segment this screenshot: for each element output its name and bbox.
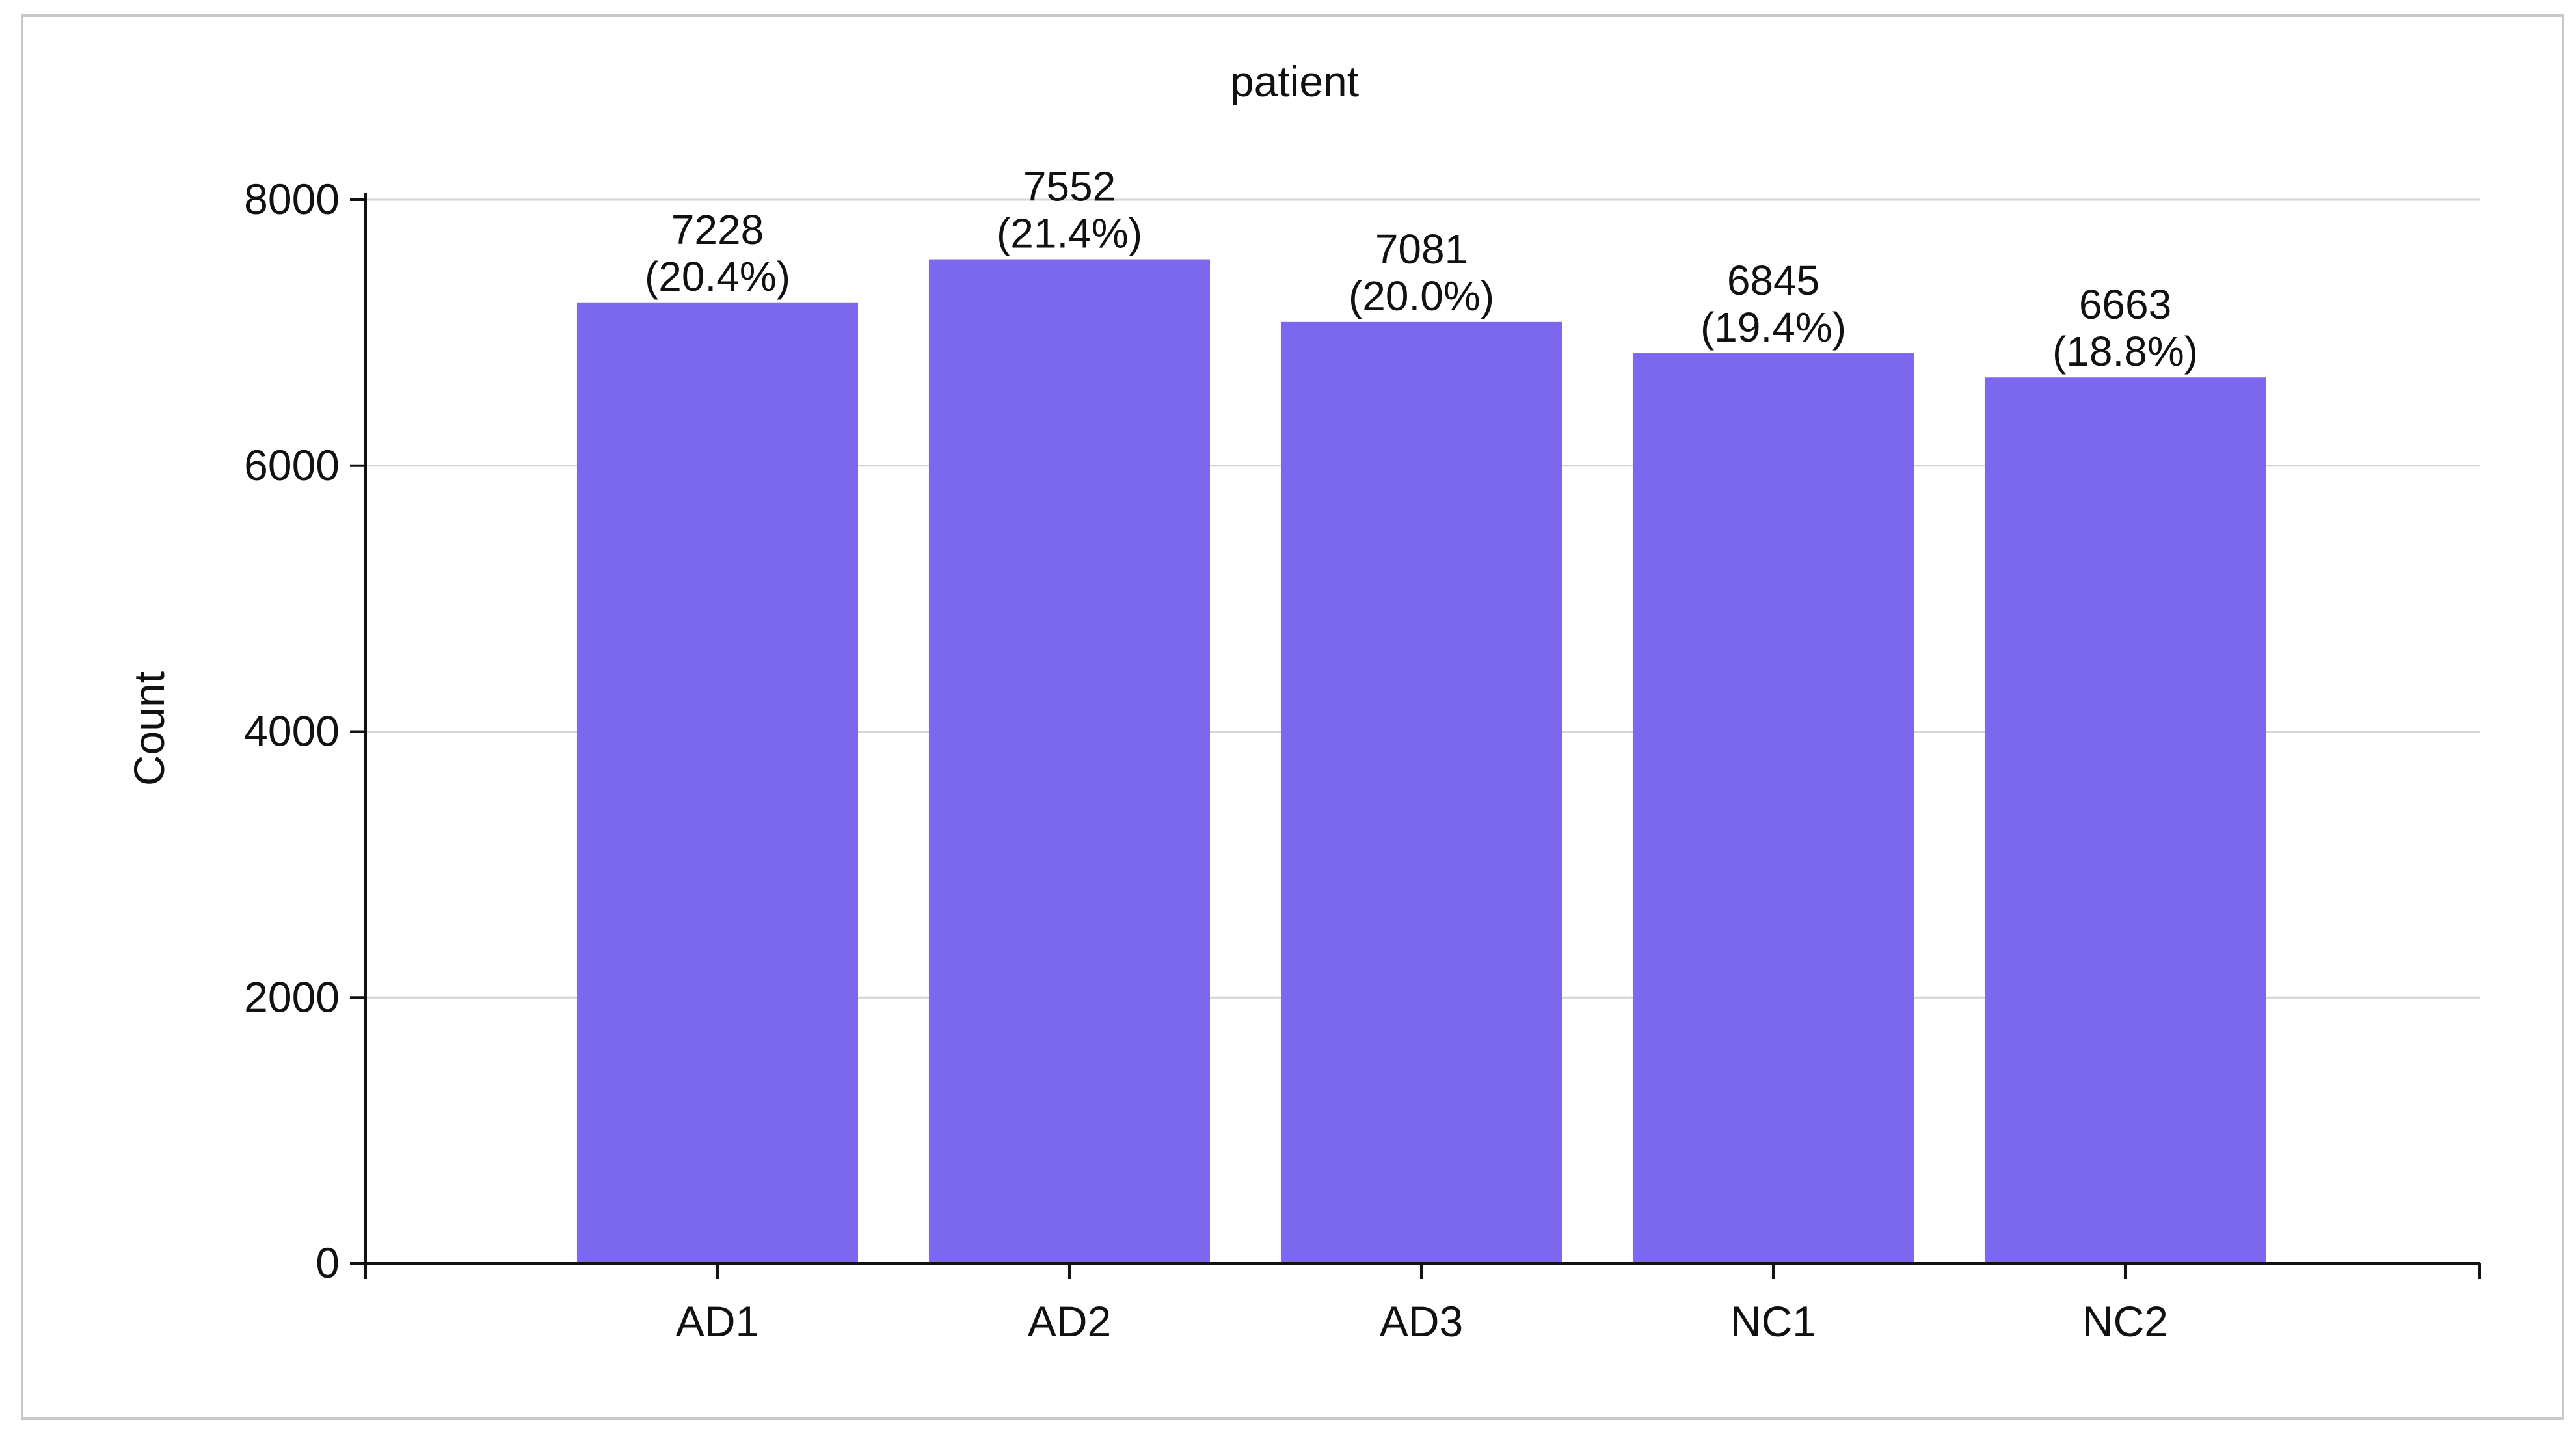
x-tick-label: AD3 — [1380, 1297, 1463, 1345]
y-tick-label: 4000 — [244, 707, 340, 755]
bars — [577, 259, 2266, 1264]
y-tick-label: 2000 — [244, 973, 340, 1021]
bar-value-label: 7081 — [1375, 226, 1468, 273]
chart-title: patient — [1230, 57, 1359, 105]
bar-value-label: 7228 — [671, 206, 764, 253]
y-tick-label: 0 — [315, 1239, 340, 1287]
bar-value-label: 6845 — [1727, 257, 1819, 304]
bar — [1633, 353, 1914, 1263]
data-labels: 7228(20.4%) 7552(21.4%) 7081(20.0%) 6845(19… — [645, 163, 2198, 375]
bar-percent-label: (21.4%) — [997, 210, 1142, 257]
bar-value-label: 6663 — [2079, 281, 2171, 328]
bar-value-label: 7552 — [1023, 163, 1116, 210]
bar-percent-label: (20.0%) — [1348, 273, 1494, 319]
axes: 0 2000 4000 6000 8000 AD1 AD2 AD3 NC1 NC2 — [244, 175, 2481, 1345]
bar-percent-label: (20.4%) — [645, 253, 790, 300]
y-axis-label: Count — [125, 671, 173, 786]
bar — [929, 259, 1210, 1263]
x-tick-label: AD1 — [676, 1297, 759, 1345]
y-tick-label: 8000 — [244, 175, 340, 223]
bar — [1281, 321, 1562, 1264]
y-tick-label: 6000 — [244, 441, 340, 489]
bar-percent-label: (19.4%) — [1700, 304, 1846, 351]
x-tick-label: NC2 — [2082, 1297, 2168, 1345]
x-tick-label: NC1 — [1730, 1297, 1816, 1345]
bar — [1985, 377, 2266, 1263]
bar-percent-label: (18.8%) — [2052, 328, 2198, 375]
bar — [577, 302, 858, 1264]
x-tick-label: AD2 — [1028, 1297, 1111, 1345]
